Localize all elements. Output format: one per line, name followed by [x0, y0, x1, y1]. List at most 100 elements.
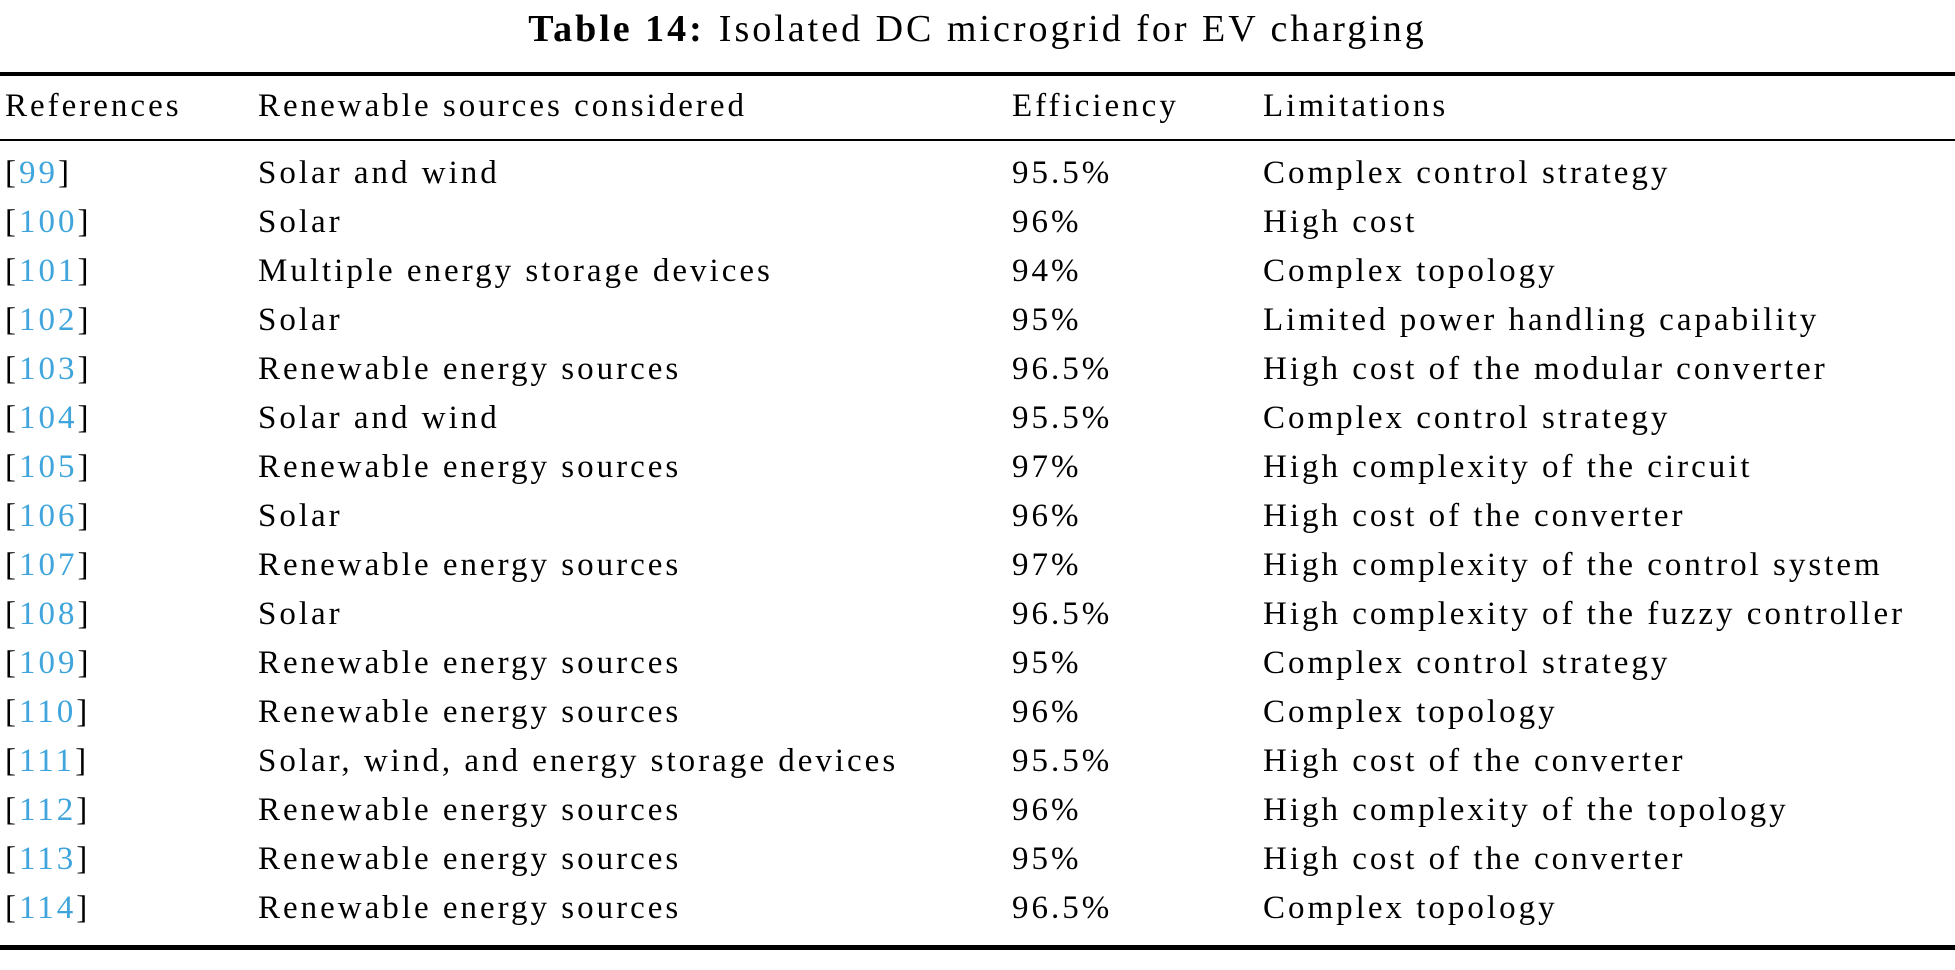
col-header-limitations: Limitations [1258, 74, 1955, 141]
citation-link[interactable]: 114 [19, 890, 77, 926]
bracket-close: ] [77, 645, 92, 681]
limitations-cell: Complex topology [1263, 890, 1558, 926]
citation-link[interactable]: 105 [19, 449, 78, 485]
reference-cell: [111] [0, 737, 253, 786]
limitations-cell: High cost of the modular converter [1263, 351, 1828, 387]
bracket-close: ] [58, 155, 72, 191]
citation-link[interactable]: 99 [19, 155, 58, 191]
limitations-cell: Limited power handling capability [1263, 302, 1820, 338]
citation-link[interactable]: 100 [19, 204, 78, 240]
efficiency-cell: 97% [1012, 449, 1082, 485]
reference-cell: [102] [0, 296, 253, 345]
sources-cell: Solar and wind [258, 155, 500, 191]
bracket-open: [ [5, 351, 19, 387]
citation-link[interactable]: 107 [19, 547, 78, 583]
bracket-open: [ [5, 155, 19, 191]
bracket-close: ] [75, 743, 90, 779]
citation-link[interactable]: 112 [19, 792, 77, 828]
bracket-close: ] [77, 498, 92, 534]
limitations-cell: Complex control strategy [1263, 400, 1671, 436]
table-caption-title: Isolated DC microgrid for EV charging [718, 8, 1427, 50]
citation-link[interactable]: 102 [19, 302, 78, 338]
efficiency-cell: 95% [1012, 302, 1082, 338]
citation-link[interactable]: 101 [19, 253, 78, 289]
sources-cell: Solar [258, 498, 343, 534]
reference-cell: [108] [0, 590, 253, 639]
limitations-cell: High complexity of the fuzzy controller [1263, 596, 1906, 632]
table-row: [110] Renewable energy sources 96% Compl… [0, 688, 1955, 737]
sources-cell: Multiple energy storage devices [258, 253, 773, 289]
efficiency-cell: 96.5% [1012, 351, 1113, 387]
bracket-close: ] [77, 596, 92, 632]
efficiency-cell: 95.5% [1012, 400, 1113, 436]
bracket-open: [ [5, 694, 19, 730]
header-row: References Renewable sources considered … [0, 74, 1955, 141]
sources-cell: Renewable energy sources [258, 694, 682, 730]
citation-link[interactable]: 103 [19, 351, 78, 387]
citation-link[interactable]: 109 [19, 645, 78, 681]
table-row: [111] Solar, wind, and energy storage de… [0, 737, 1955, 786]
efficiency-cell: 96.5% [1012, 596, 1113, 632]
efficiency-cell: 97% [1012, 547, 1082, 583]
limitations-cell: Complex control strategy [1263, 645, 1671, 681]
table-row: [112] Renewable energy sources 96% High … [0, 786, 1955, 835]
bracket-open: [ [5, 743, 19, 779]
bracket-close: ] [77, 204, 92, 240]
citation-link[interactable]: 104 [19, 400, 78, 436]
bracket-close: ] [77, 253, 92, 289]
table-row: [109] Renewable energy sources 95% Compl… [0, 639, 1955, 688]
citation-link[interactable]: 110 [19, 694, 77, 730]
bracket-close: ] [77, 449, 92, 485]
table-row: [104] Solar and wind 95.5% Complex contr… [0, 394, 1955, 443]
table-row: [100] Solar 96% High cost [0, 198, 1955, 247]
table-row: [107] Renewable energy sources 97% High … [0, 541, 1955, 590]
citation-link[interactable]: 113 [19, 841, 77, 877]
reference-cell: [99] [0, 140, 253, 198]
citation-link[interactable]: 108 [19, 596, 78, 632]
bracket-close: ] [77, 351, 92, 387]
sources-cell: Solar [258, 204, 343, 240]
reference-cell: [103] [0, 345, 253, 394]
limitations-cell: High complexity of the control system [1263, 547, 1883, 583]
col-header-efficiency: Efficiency [1007, 74, 1258, 141]
bracket-open: [ [5, 596, 19, 632]
citation-link[interactable]: 111 [19, 743, 76, 779]
table-row: [102] Solar 95% Limited power handling c… [0, 296, 1955, 345]
reference-cell: [110] [0, 688, 253, 737]
table-row: [108] Solar 96.5% High complexity of the… [0, 590, 1955, 639]
bracket-open: [ [5, 400, 19, 436]
sources-cell: Solar and wind [258, 400, 500, 436]
table-row: [106] Solar 96% High cost of the convert… [0, 492, 1955, 541]
sources-cell: Solar [258, 596, 343, 632]
sources-cell: Renewable energy sources [258, 841, 682, 877]
bracket-close: ] [77, 302, 92, 338]
limitations-cell: High cost [1263, 204, 1418, 240]
bracket-open: [ [5, 253, 19, 289]
efficiency-cell: 96% [1012, 498, 1082, 534]
efficiency-cell: 94% [1012, 253, 1082, 289]
limitations-cell: High complexity of the topology [1263, 792, 1789, 828]
reference-cell: [100] [0, 198, 253, 247]
reference-cell: [105] [0, 443, 253, 492]
sources-cell: Solar, wind, and energy storage devices [258, 743, 899, 779]
table-row: [114] Renewable energy sources 96.5% Com… [0, 884, 1955, 948]
citation-link[interactable]: 106 [19, 498, 78, 534]
efficiency-cell: 96% [1012, 204, 1082, 240]
efficiency-cell: 95% [1012, 841, 1082, 877]
reference-cell: [101] [0, 247, 253, 296]
limitations-cell: Complex topology [1263, 253, 1558, 289]
bracket-close: ] [76, 792, 91, 828]
bracket-open: [ [5, 890, 19, 926]
bracket-open: [ [5, 204, 19, 240]
sources-cell: Renewable energy sources [258, 645, 682, 681]
data-table: References Renewable sources considered … [0, 72, 1955, 950]
bracket-close: ] [77, 547, 92, 583]
bracket-close: ] [77, 400, 92, 436]
bracket-open: [ [5, 645, 19, 681]
efficiency-cell: 95.5% [1012, 155, 1113, 191]
reference-cell: [114] [0, 884, 253, 948]
bracket-open: [ [5, 792, 19, 828]
efficiency-cell: 95% [1012, 645, 1082, 681]
bracket-close: ] [76, 841, 91, 877]
